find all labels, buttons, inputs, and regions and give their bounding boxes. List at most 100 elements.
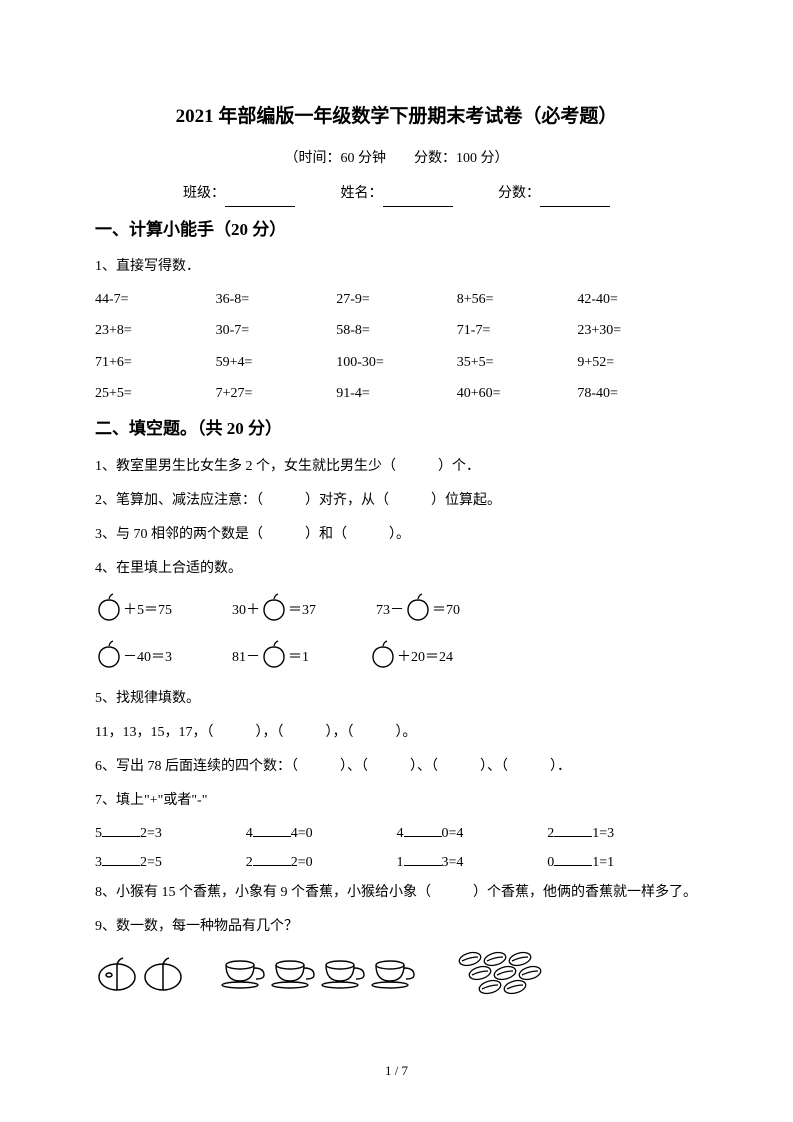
exam-subtitle: （时间：60 分钟 分数：100 分） xyxy=(95,146,698,171)
calc-row-2: 71+6= 59+4= 100-30= 35+5= 9+52= xyxy=(95,350,698,375)
calc-cell: 36-8= xyxy=(216,287,337,312)
apple-icon xyxy=(260,591,288,630)
q2-5-label: 5、找规律填数。 xyxy=(95,685,698,713)
page-number: 1 / 7 xyxy=(0,1059,793,1082)
op-blank xyxy=(554,852,592,866)
q7-a: 0 xyxy=(547,855,554,870)
q7-b: 3=4 xyxy=(442,855,464,870)
section-2-header: 二、填空题。（共 20 分） xyxy=(95,414,698,445)
op-blank xyxy=(554,823,592,837)
class-blank xyxy=(225,191,295,207)
q7-cell: 2 1=3 xyxy=(547,821,698,846)
q4-post-3: －40＝3 xyxy=(123,645,172,670)
apple-eq-0: ＋5＝75 xyxy=(95,591,172,630)
apple-icon xyxy=(260,638,288,677)
apple-icon xyxy=(369,638,397,677)
calc-cell: 58-8= xyxy=(336,318,457,343)
apple-eq-1: 30＋ ＝37 xyxy=(232,591,316,630)
op-blank xyxy=(102,852,140,866)
q2-3: 3、与 70 相邻的两个数是（ ）和（ ）。 xyxy=(95,521,698,549)
op-blank xyxy=(253,823,291,837)
apples-group-icon xyxy=(95,953,190,1002)
q7-row-0: 5 2=3 4 4=0 40=4 2 1=3 xyxy=(95,821,698,846)
q2-8: 8、小猴有 15 个香蕉，小象有 9 个香蕉，小猴给小象（ ）个香蕉，他俩的香蕉… xyxy=(95,879,698,907)
q7-a: 4 xyxy=(397,826,404,841)
apple-row-2: －40＝3 81－ ＝1 ＋20＝24 xyxy=(95,638,698,677)
score-blank xyxy=(540,191,610,207)
q7-cell: 13=4 xyxy=(397,850,548,875)
name-blank xyxy=(383,191,453,207)
q7-a: 2 xyxy=(547,826,554,841)
exam-title: 2021 年部编版一年级数学下册期末考试卷（必考题） xyxy=(95,100,698,134)
calc-cell: 78-40= xyxy=(577,381,698,406)
apple-eq-4: 81－ ＝1 xyxy=(232,638,309,677)
q7-cell: 3 2=5 xyxy=(95,850,246,875)
q7-b: 1=3 xyxy=(592,826,614,841)
q4-post-0: ＋5＝75 xyxy=(123,598,172,623)
q2-5-text: 11，13，15，17，（ ），（ ），（ ）。 xyxy=(95,719,698,747)
q2-7-label: 7、填上"+"或者"-" xyxy=(95,787,698,815)
apple-eq-3: －40＝3 xyxy=(95,638,172,677)
class-label: 班级： xyxy=(183,186,225,201)
calc-cell: 27-9= xyxy=(336,287,457,312)
calc-cell: 23+30= xyxy=(577,318,698,343)
calc-cell: 59+4= xyxy=(216,350,337,375)
q7-b: 2=5 xyxy=(140,855,162,870)
calc-cell: 35+5= xyxy=(457,350,578,375)
q2-6: 6、写出 78 后面连续的四个数：（ ）、（ ）、（ ）、（ ）． xyxy=(95,753,698,781)
q7-a: 2 xyxy=(246,855,253,870)
name-label: 姓名： xyxy=(341,186,383,201)
calc-cell: 100-30= xyxy=(336,350,457,375)
q7-a: 3 xyxy=(95,855,102,870)
q4-post-1: ＝37 xyxy=(288,598,316,623)
calc-row-0: 44-7= 36-8= 27-9= 8+56= 42-40= xyxy=(95,287,698,312)
q7-cell: 40=4 xyxy=(397,821,548,846)
q7-b: 2=3 xyxy=(140,826,162,841)
beans-group-icon xyxy=(450,949,550,1006)
q7-cell: 4 4=0 xyxy=(246,821,397,846)
calc-row-1: 23+8= 30-7= 58-8= 71-7= 23+30= xyxy=(95,318,698,343)
q7-b: 1=1 xyxy=(592,855,614,870)
q7-cell: 5 2=3 xyxy=(95,821,246,846)
apple-icon xyxy=(95,591,123,630)
calc-cell: 40+60= xyxy=(457,381,578,406)
calc-cell: 71-7= xyxy=(457,318,578,343)
apple-row-1: ＋5＝75 30＋ ＝37 73－ ＝70 xyxy=(95,591,698,630)
calc-cell: 91-4= xyxy=(336,381,457,406)
q7-b: 2=0 xyxy=(291,855,313,870)
q2-4-label: 4、在里填上合适的数。 xyxy=(95,555,698,583)
q7-row-1: 3 2=5 2 2=0 13=4 0 1=1 xyxy=(95,850,698,875)
q4-pre-4: 81－ xyxy=(232,645,260,670)
apple-eq-5: ＋20＝24 xyxy=(369,638,453,677)
q2-2: 2、笔算加、减法应注意：（ ）对齐，从（ ）位算起。 xyxy=(95,487,698,515)
op-blank xyxy=(253,852,291,866)
q7-cell: 2 2=0 xyxy=(246,850,397,875)
apple-eq-2: 73－ ＝70 xyxy=(376,591,460,630)
calc-cell: 9+52= xyxy=(577,350,698,375)
q2-9-label: 9、数一数，每一种物品有几个？ xyxy=(95,913,698,941)
q4-pre-1: 30＋ xyxy=(232,598,260,623)
calc-cell: 25+5= xyxy=(95,381,216,406)
cups-group-icon xyxy=(220,953,420,1002)
student-info-row: 班级： 姓名： 分数： xyxy=(95,181,698,206)
score-label: 分数： xyxy=(498,186,540,201)
calc-cell: 23+8= xyxy=(95,318,216,343)
calc-cell: 7+27= xyxy=(216,381,337,406)
q7-b: 4=0 xyxy=(291,826,313,841)
q4-post-2: ＝70 xyxy=(432,598,460,623)
q1-label: 1、直接写得数． xyxy=(95,253,698,281)
calc-cell: 44-7= xyxy=(95,287,216,312)
q4-post-5: ＋20＝24 xyxy=(397,645,453,670)
section-1-header: 一、计算小能手（20 分） xyxy=(95,215,698,246)
apple-icon xyxy=(404,591,432,630)
q4-post-4: ＝1 xyxy=(288,645,309,670)
q7-a: 5 xyxy=(95,826,102,841)
op-blank xyxy=(102,823,140,837)
q7-a: 4 xyxy=(246,826,253,841)
apple-icon xyxy=(95,638,123,677)
q4-pre-2: 73－ xyxy=(376,598,404,623)
op-blank xyxy=(404,852,442,866)
calc-cell: 8+56= xyxy=(457,287,578,312)
q7-cell: 0 1=1 xyxy=(547,850,698,875)
calc-cell: 30-7= xyxy=(216,318,337,343)
